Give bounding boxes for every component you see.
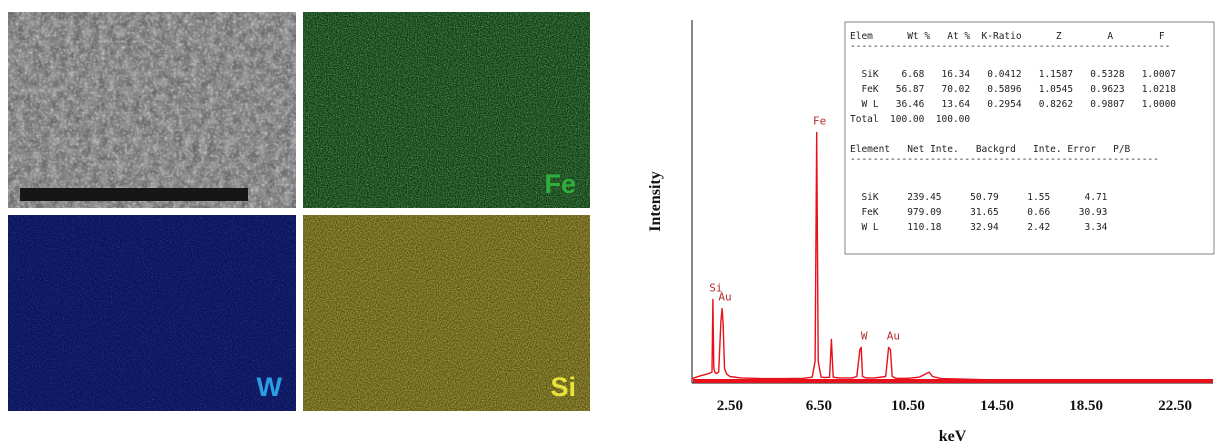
x-tick-label: 18.50 bbox=[1069, 398, 1103, 414]
peak-label: W bbox=[861, 329, 868, 342]
peak-label: Au bbox=[887, 329, 900, 342]
table-header-2: Element Net Inte. Backgrd Inte. Error P/… bbox=[850, 144, 1131, 155]
table-divider-1: ----------------------------------------… bbox=[850, 41, 1170, 52]
fe-map-label: Fe bbox=[544, 169, 576, 199]
table-row: W L 110.18 32.94 2.42 3.34 bbox=[850, 222, 1108, 233]
x-tick-group: 2.50 6.50 10.50 14.50 18.50 22.50 bbox=[717, 398, 1192, 414]
peak-label: Fe bbox=[813, 115, 826, 128]
y-axis-title: Intensity bbox=[647, 171, 664, 231]
si-map-texture bbox=[303, 215, 590, 411]
x-tick-label: 6.50 bbox=[806, 398, 832, 414]
x-tick-label: 2.50 bbox=[717, 398, 743, 414]
quantification-table: Elem Wt % At % K-Ratio Z A F -----------… bbox=[844, 21, 1215, 255]
x-tick-label: 10.50 bbox=[891, 398, 925, 414]
w-map-panel: W bbox=[8, 215, 296, 411]
peak-label: Au bbox=[718, 291, 731, 304]
sem-info-bar bbox=[20, 188, 248, 201]
si-map-panel: Si bbox=[303, 215, 590, 411]
table-row-total: Total 100.00 100.00 bbox=[850, 114, 970, 125]
table-header-1: Elem Wt % At % K-Ratio Z A F bbox=[850, 31, 1165, 42]
peak-label: Si bbox=[709, 282, 722, 295]
sem-texture bbox=[8, 12, 296, 208]
x-tick-label: 14.50 bbox=[980, 398, 1014, 414]
si-map-label: Si bbox=[550, 372, 576, 402]
table-row: FeK 56.87 70.02 0.5896 1.0545 0.9623 1.0… bbox=[850, 84, 1176, 95]
table-frame bbox=[844, 21, 1215, 255]
table-row: SiK 239.45 50.79 1.55 4.71 bbox=[850, 192, 1108, 203]
w-map-label: W bbox=[256, 372, 282, 402]
sem-micrograph bbox=[8, 12, 296, 208]
w-map-texture bbox=[8, 215, 296, 411]
table-row: FeK 979.09 31.65 0.66 30.93 bbox=[850, 207, 1107, 218]
fe-map-panel: Fe bbox=[303, 12, 590, 208]
table-divider-2: ----------------------------------------… bbox=[850, 154, 1159, 165]
spectrum-baseline-band bbox=[693, 379, 1213, 383]
table-row: W L 36.46 13.64 0.2954 0.8262 0.9807 1.0… bbox=[850, 99, 1176, 110]
x-axis-title: keV bbox=[939, 428, 967, 445]
fe-map-texture bbox=[303, 12, 590, 208]
spectrum-series-line bbox=[691, 131, 1214, 382]
x-tick-label: 22.50 bbox=[1158, 398, 1192, 414]
table-row: SiK 6.68 16.34 0.0412 1.1587 0.5328 1.00… bbox=[850, 69, 1176, 80]
